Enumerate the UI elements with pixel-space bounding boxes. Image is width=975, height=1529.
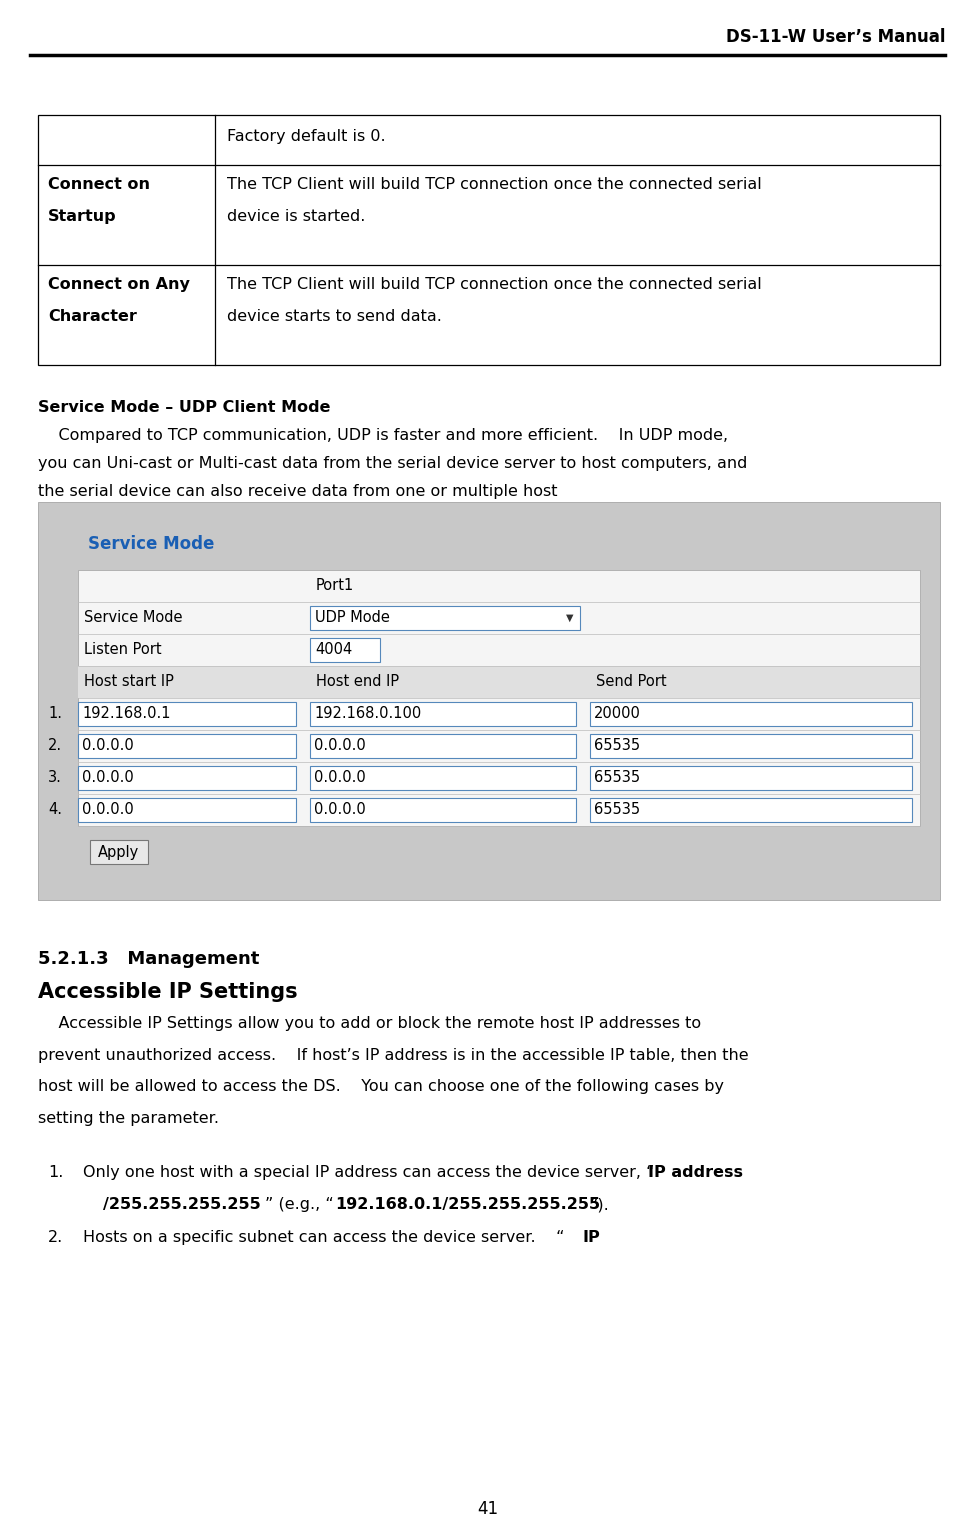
Text: 192.168.0.1: 192.168.0.1 [82, 706, 171, 722]
FancyBboxPatch shape [310, 766, 576, 789]
Text: 1.: 1. [48, 706, 62, 722]
Text: The TCP Client will build TCP connection once the connected serial: The TCP Client will build TCP connection… [227, 277, 761, 292]
Text: Connect on: Connect on [48, 177, 150, 193]
Text: 65535: 65535 [594, 803, 641, 818]
Text: 1.: 1. [48, 1165, 63, 1180]
Text: 41: 41 [477, 1500, 498, 1518]
Text: Host end IP: Host end IP [316, 674, 399, 690]
Text: 0.0.0.0: 0.0.0.0 [82, 739, 134, 754]
Text: Service Mode: Service Mode [84, 610, 182, 625]
Text: 0.0.0.0: 0.0.0.0 [314, 771, 366, 786]
Text: device starts to send data.: device starts to send data. [227, 309, 442, 324]
Text: setting the parameter.: setting the parameter. [38, 1112, 219, 1125]
Text: Only one host with a special IP address can access the device server, “: Only one host with a special IP address … [83, 1165, 654, 1180]
Text: DS-11-W User’s Manual: DS-11-W User’s Manual [725, 28, 945, 46]
FancyBboxPatch shape [78, 766, 296, 789]
Text: IP address: IP address [648, 1165, 743, 1180]
Text: Service Mode – UDP Client Mode: Service Mode – UDP Client Mode [38, 401, 331, 414]
Text: Service Mode: Service Mode [88, 535, 214, 553]
FancyBboxPatch shape [310, 702, 576, 726]
Text: 20000: 20000 [594, 706, 641, 722]
Text: Factory default is 0.: Factory default is 0. [227, 128, 386, 144]
Text: Listen Port: Listen Port [84, 642, 162, 657]
Text: 0.0.0.0: 0.0.0.0 [314, 803, 366, 818]
Text: Compared to TCP communication, UDP is faster and more efficient.    In UDP mode,: Compared to TCP communication, UDP is fa… [38, 428, 728, 443]
Text: 4004: 4004 [315, 642, 352, 657]
FancyBboxPatch shape [590, 766, 912, 789]
Text: Accessible IP Settings allow you to add or block the remote host IP addresses to: Accessible IP Settings allow you to add … [38, 1015, 701, 1031]
FancyBboxPatch shape [590, 702, 912, 726]
Text: 65535: 65535 [594, 771, 641, 786]
Text: device is started.: device is started. [227, 209, 366, 225]
FancyBboxPatch shape [78, 667, 920, 699]
Text: Character: Character [48, 309, 136, 324]
FancyBboxPatch shape [78, 702, 296, 726]
FancyBboxPatch shape [310, 798, 576, 821]
Text: 5.2.1.3   Management: 5.2.1.3 Management [38, 950, 259, 968]
Text: /255.255.255.255: /255.255.255.255 [103, 1197, 260, 1212]
Text: Host start IP: Host start IP [84, 674, 174, 690]
FancyBboxPatch shape [310, 734, 576, 757]
Text: the serial device can also receive data from one or multiple host: the serial device can also receive data … [38, 485, 558, 498]
FancyBboxPatch shape [78, 798, 296, 821]
Text: 2.: 2. [48, 739, 62, 754]
Text: Hosts on a specific subnet can access the device server.    “: Hosts on a specific subnet can access th… [83, 1229, 565, 1245]
Text: you can Uni-cast or Multi-cast data from the serial device server to host comput: you can Uni-cast or Multi-cast data from… [38, 456, 748, 471]
Text: Connect on Any: Connect on Any [48, 277, 190, 292]
Text: 0.0.0.0: 0.0.0.0 [314, 739, 366, 754]
Text: The TCP Client will build TCP connection once the connected serial: The TCP Client will build TCP connection… [227, 177, 761, 193]
Text: 3.: 3. [48, 771, 62, 786]
Text: 65535: 65535 [594, 739, 641, 754]
Text: Accessible IP Settings: Accessible IP Settings [38, 982, 297, 1001]
Text: host will be allowed to access the DS.    You can choose one of the following ca: host will be allowed to access the DS. Y… [38, 1079, 724, 1095]
Text: Port1: Port1 [316, 578, 354, 593]
Text: 0.0.0.0: 0.0.0.0 [82, 803, 134, 818]
FancyBboxPatch shape [590, 798, 912, 821]
Text: 2.: 2. [48, 1229, 63, 1245]
Text: Send Port: Send Port [596, 674, 667, 690]
Text: ▼: ▼ [566, 613, 573, 622]
Text: 0.0.0.0: 0.0.0.0 [82, 771, 134, 786]
Text: ” (e.g., “: ” (e.g., “ [265, 1197, 333, 1212]
Text: ”).: ”). [590, 1197, 609, 1212]
Text: 192.168.0.100: 192.168.0.100 [314, 706, 421, 722]
FancyBboxPatch shape [78, 734, 296, 757]
FancyBboxPatch shape [38, 502, 940, 901]
Text: Apply: Apply [98, 844, 139, 859]
Text: prevent unauthorized access.    If host’s IP address is in the accessible IP tab: prevent unauthorized access. If host’s I… [38, 1047, 749, 1063]
Text: 192.168.0.1/255.255.255.255: 192.168.0.1/255.255.255.255 [335, 1197, 601, 1212]
FancyBboxPatch shape [310, 607, 580, 630]
Text: IP: IP [582, 1229, 600, 1245]
Text: UDP Mode: UDP Mode [315, 610, 390, 625]
FancyBboxPatch shape [78, 570, 920, 826]
FancyBboxPatch shape [90, 839, 148, 864]
Text: 4.: 4. [48, 803, 62, 818]
FancyBboxPatch shape [310, 639, 380, 662]
FancyBboxPatch shape [590, 734, 912, 757]
Text: Startup: Startup [48, 209, 117, 225]
